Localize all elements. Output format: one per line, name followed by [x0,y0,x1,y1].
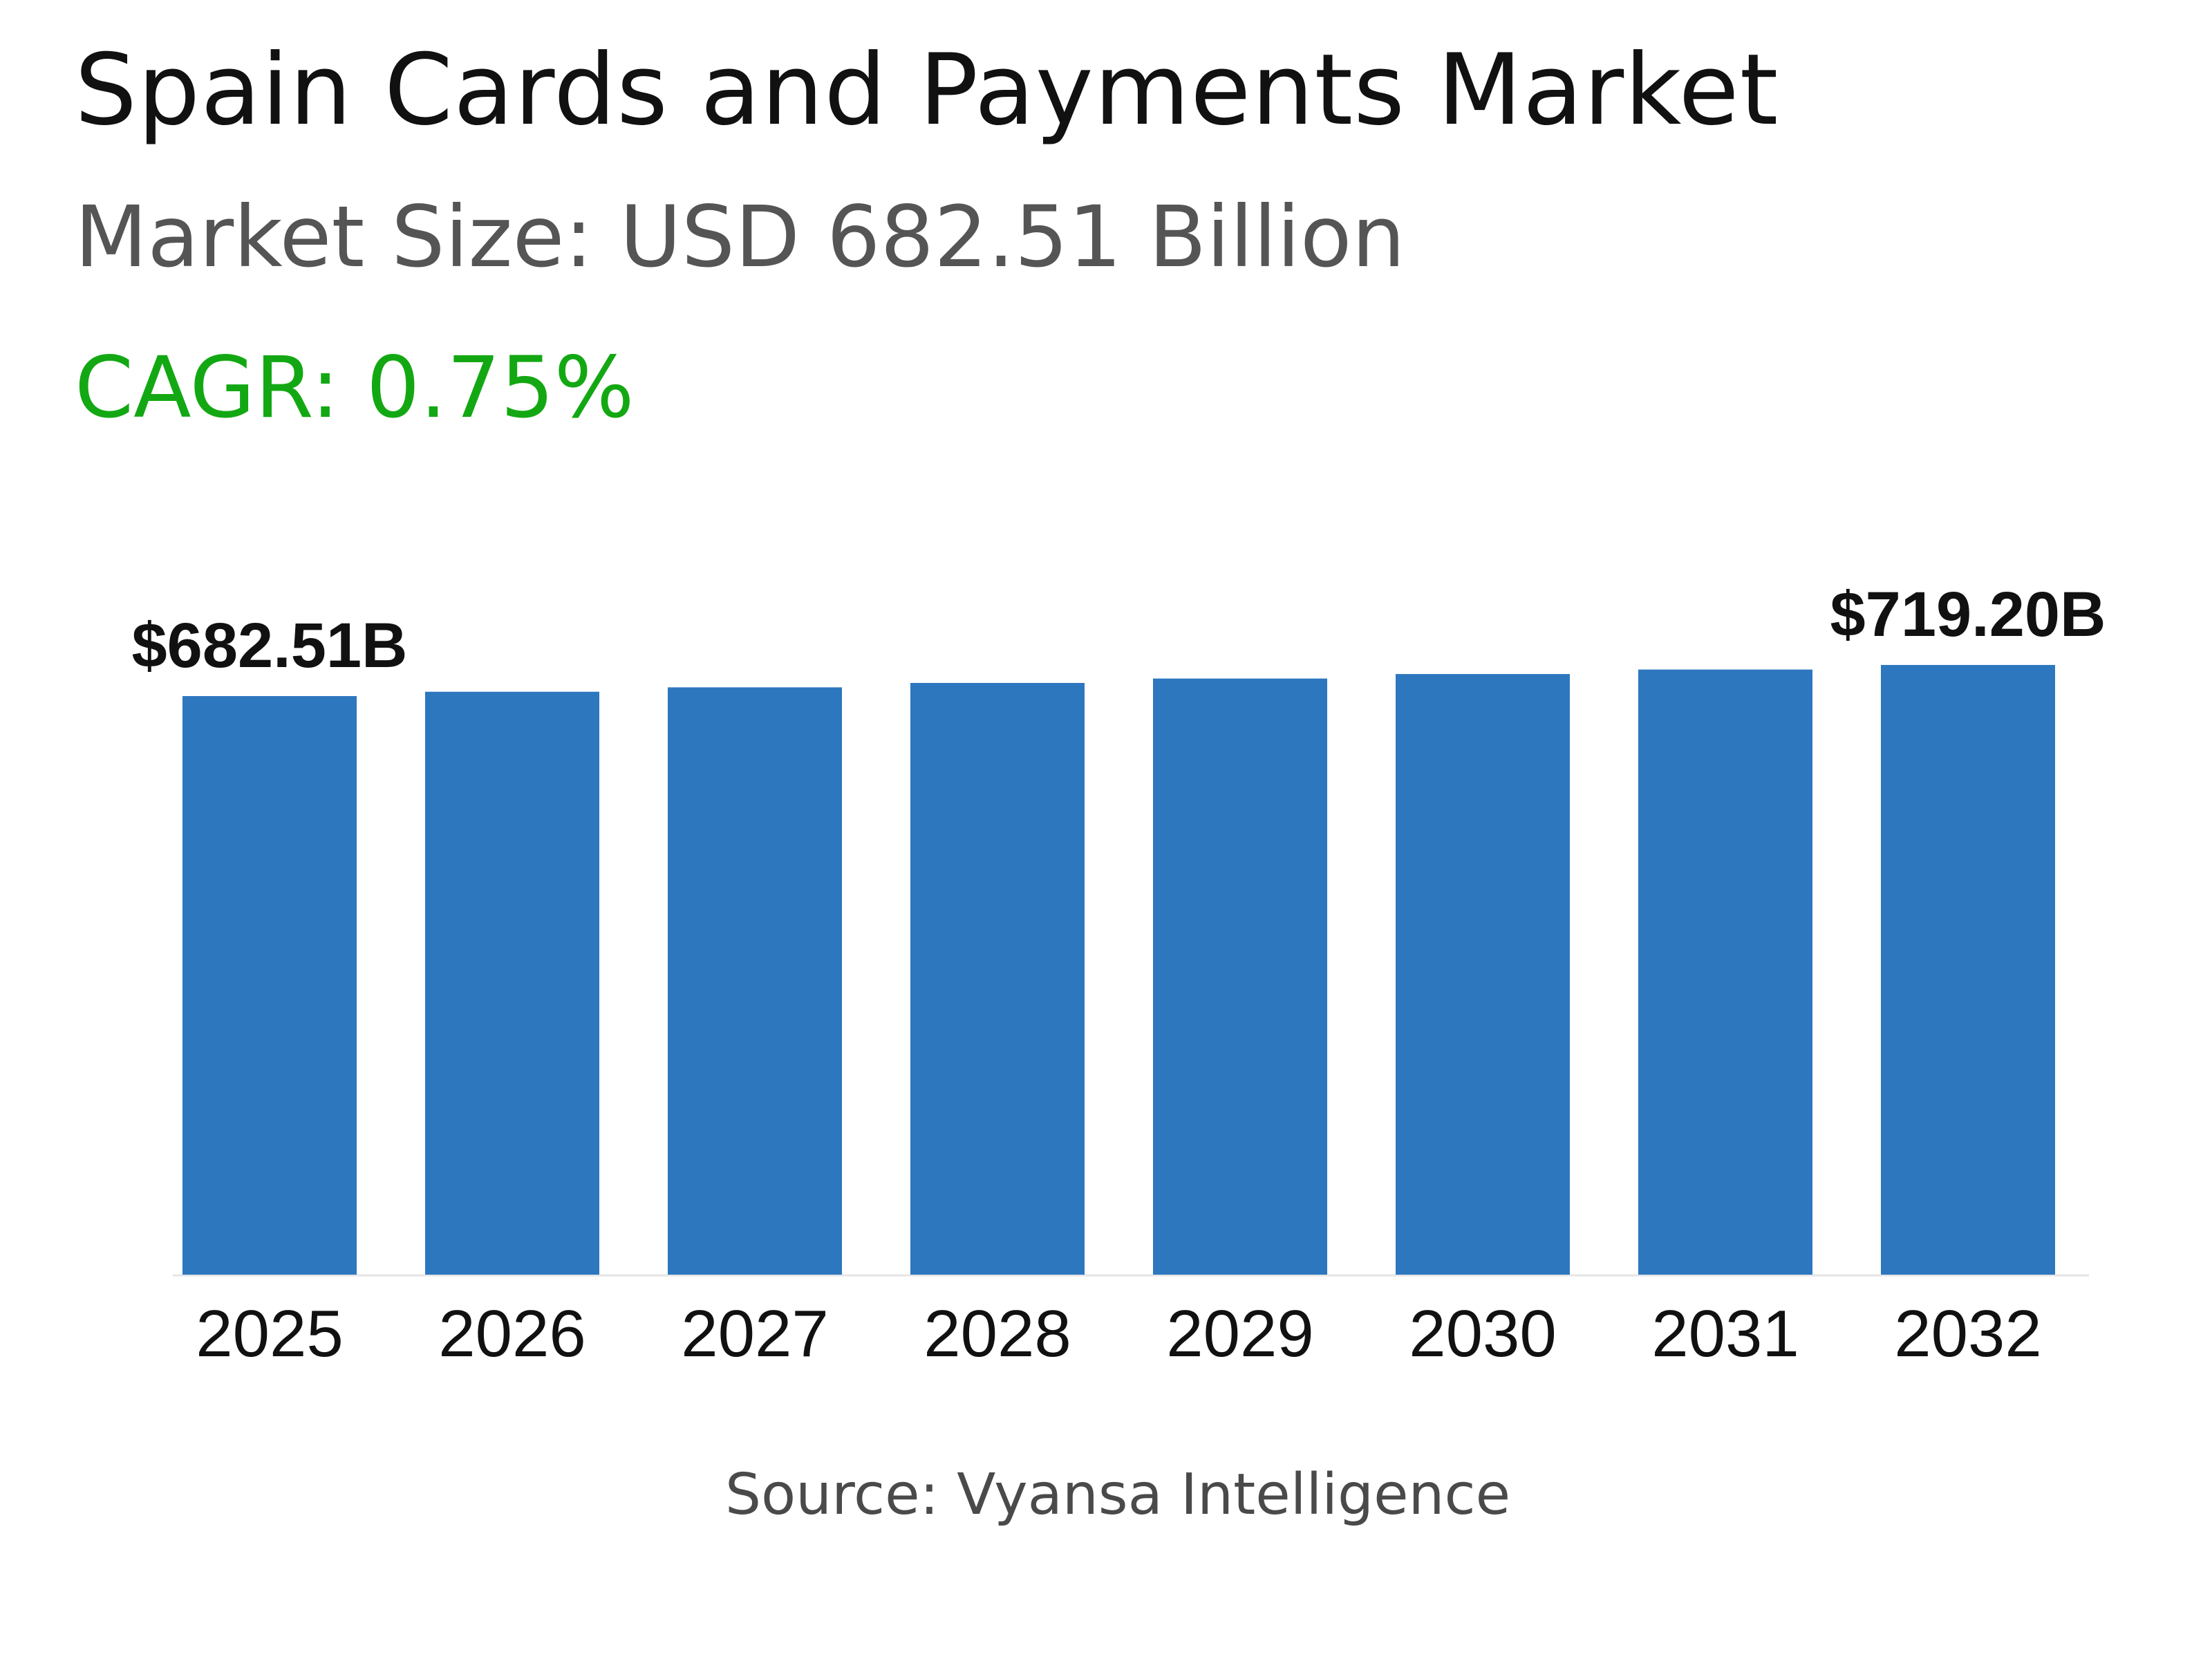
bar-2028 [910,682,1085,1275]
x-tick-label: 2031 [1651,1297,1799,1371]
bar-2026 [425,691,599,1275]
x-tick-label: 2026 [438,1297,586,1371]
x-tick-label: 2032 [1894,1297,2042,1371]
bar-2027 [668,687,842,1275]
bar-2030 [1396,674,1570,1275]
x-tick-label: 2025 [196,1297,344,1371]
data-label: $719.20B [1830,579,2106,650]
chart-title: Spain Cards and Payments Market [75,33,1779,147]
data-label: $682.51B [132,610,408,681]
source-note: Source: Vyansa Intelligence [724,1462,1511,1528]
bar-2029 [1153,678,1327,1275]
bar-2031 [1638,669,1812,1275]
bar-2025 [182,695,357,1275]
x-tick-label: 2029 [1166,1297,1314,1371]
bar-2032 [1881,664,2055,1275]
market-size-subtitle: Market Size: USD 682.51 Billion [75,188,1405,286]
x-tick-label: 2028 [924,1297,1071,1371]
x-tick-label: 2027 [681,1297,829,1371]
x-tick-label: 2030 [1409,1297,1557,1371]
cagr-label: CAGR: 0.75% [75,339,635,437]
